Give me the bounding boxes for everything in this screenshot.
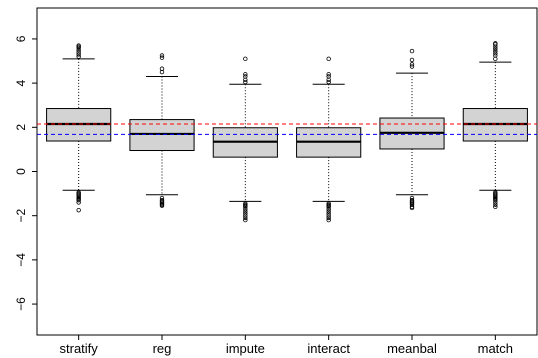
x-tick-label: meanbal	[387, 341, 437, 356]
x-tick-label: interact	[307, 341, 350, 356]
outlier-point	[76, 43, 81, 48]
outlier-point	[243, 79, 248, 85]
outlier-point	[76, 207, 81, 213]
y-tick-label: −6	[14, 297, 28, 311]
outlier-point	[243, 56, 248, 62]
reference-lines	[37, 123, 537, 135]
x-tick-label: match	[478, 341, 513, 356]
box-reg	[129, 53, 195, 208]
outlier-point	[326, 206, 331, 212]
outlier-point	[326, 217, 331, 223]
outlier-point	[326, 215, 331, 221]
y-tick-label: 2	[14, 124, 28, 131]
y-tick-label: 6	[14, 35, 28, 42]
plot-frame	[36, 7, 538, 336]
outlier-point	[76, 49, 81, 55]
y-tick-label: 0	[14, 168, 28, 175]
y-tick-label: −4	[14, 253, 28, 267]
y-axis: −6 −4 −2 0 2 4 6	[14, 35, 37, 311]
outlier-point	[76, 54, 81, 59]
outlier-point	[409, 57, 415, 63]
outlier-point	[326, 74, 331, 79]
outlier-point	[243, 204, 248, 210]
outlier-point	[493, 202, 498, 207]
x-tick-label: reg	[153, 341, 172, 356]
outlier-point	[326, 56, 331, 62]
outlier-point	[243, 213, 248, 218]
outlier-point	[76, 200, 81, 205]
y-tick-label: −2	[14, 209, 28, 223]
outlier-point	[76, 52, 81, 57]
outlier-point	[243, 209, 248, 214]
outlier-point	[243, 217, 248, 223]
outlier-point	[326, 213, 331, 218]
box-meanbal	[379, 48, 445, 211]
outlier-point	[493, 200, 498, 205]
x-tick-label: stratify	[60, 341, 99, 356]
box-stratify	[46, 43, 112, 213]
outlier-point	[243, 72, 248, 77]
outlier-point	[326, 79, 331, 85]
outlier-point	[159, 66, 165, 71]
outlier-point	[243, 74, 248, 79]
outlier-point	[493, 41, 498, 46]
outlier-point	[493, 46, 498, 52]
x-axis: stratify reg impute interact meanbal match	[60, 335, 513, 356]
iqr-box	[129, 119, 195, 152]
outlier-point	[326, 204, 331, 210]
outlier-point	[243, 211, 248, 216]
outlier-point	[409, 205, 415, 211]
outlier-point	[493, 53, 498, 58]
x-tick-label: impute	[226, 341, 265, 356]
outlier-point	[76, 198, 81, 203]
outlier-point	[409, 62, 415, 67]
box-interact	[296, 56, 362, 223]
outlier-point	[493, 48, 498, 54]
outlier-point	[243, 206, 248, 212]
outlier-point	[409, 64, 415, 69]
outlier-point	[326, 209, 331, 214]
outlier-point	[159, 203, 165, 208]
outlier-point	[493, 204, 498, 210]
outlier-point	[326, 211, 331, 216]
outlier-point	[326, 72, 331, 77]
outlier-point	[243, 215, 248, 221]
outlier-point	[159, 53, 165, 58]
outlier-point	[493, 51, 498, 56]
box-impute	[212, 56, 278, 223]
outlier-point	[159, 55, 165, 60]
outlier-point	[409, 48, 415, 54]
outlier-point	[493, 198, 498, 203]
y-tick-label: 4	[14, 79, 28, 86]
